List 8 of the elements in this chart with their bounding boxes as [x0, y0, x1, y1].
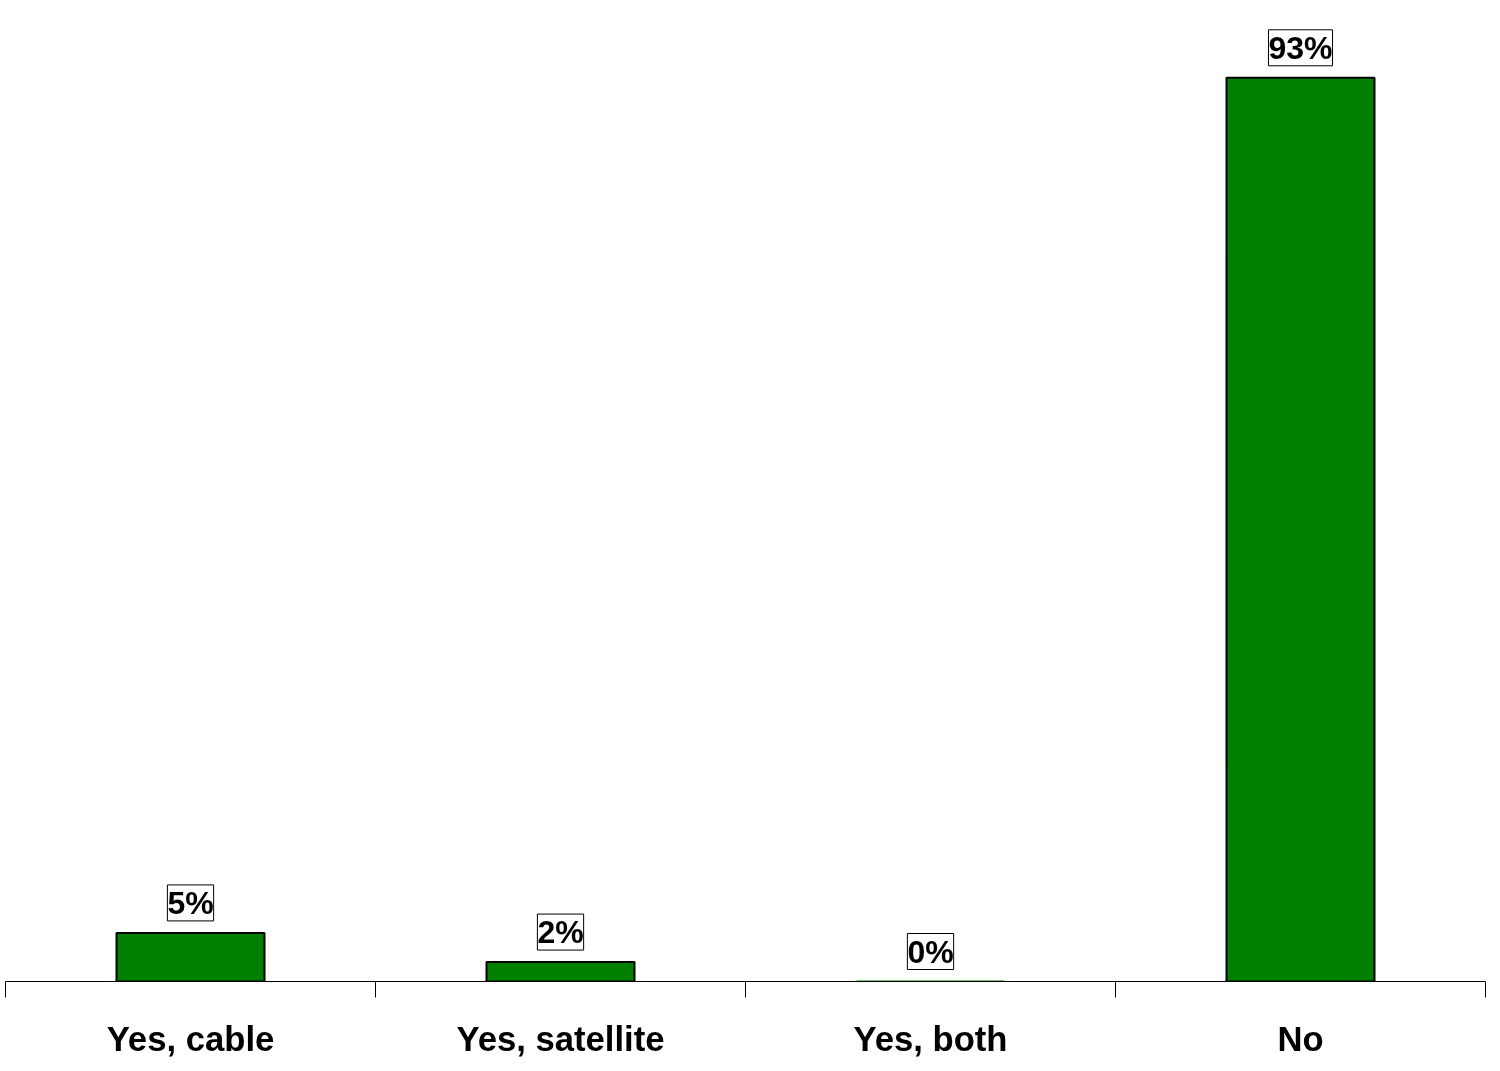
x-tick-label: No — [1277, 1019, 1324, 1058]
data-label: 0% — [907, 933, 954, 970]
data-label: 5% — [167, 884, 214, 921]
data-label: 2% — [537, 914, 584, 951]
x-tick-label: Yes, both — [853, 1019, 1008, 1058]
data-label: 93% — [1268, 29, 1333, 66]
x-tick-label: Yes, satellite — [456, 1019, 665, 1058]
x-tick-label: Yes, cable — [106, 1019, 275, 1058]
